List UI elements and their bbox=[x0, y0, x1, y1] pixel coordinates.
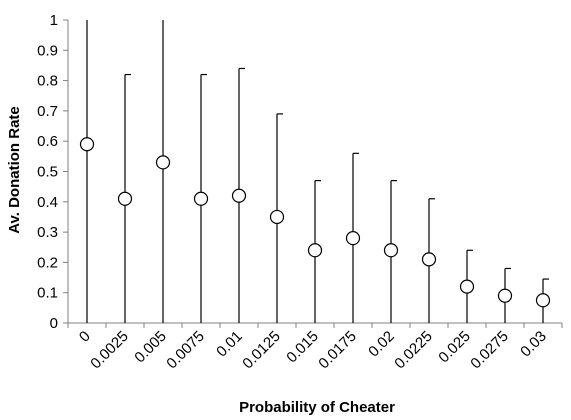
data-point bbox=[79, 137, 95, 152]
x-tick-label: 0 bbox=[76, 328, 94, 346]
x-tick-label: 0.0125 bbox=[239, 328, 283, 372]
x-axis-title: Probability of Cheater bbox=[239, 399, 395, 416]
data-point bbox=[383, 243, 399, 258]
y-tick-label: 1 bbox=[50, 12, 58, 29]
data-point bbox=[497, 288, 513, 303]
data-point bbox=[459, 279, 475, 294]
data-point bbox=[155, 155, 171, 170]
y-tick-label: 0 bbox=[50, 315, 58, 332]
error-bars bbox=[86, 20, 549, 323]
data-point bbox=[535, 293, 551, 308]
data-point bbox=[231, 188, 247, 203]
x-tick-label: 0.0025 bbox=[87, 328, 131, 372]
y-tick-label: 0.8 bbox=[37, 73, 58, 90]
x-tick-label: 0.0175 bbox=[315, 328, 359, 372]
data-point bbox=[193, 191, 209, 206]
x-tick-label: 0.0075 bbox=[163, 328, 207, 372]
y-tick-label: 0.5 bbox=[37, 164, 58, 181]
x-tick-label: 0.0225 bbox=[391, 328, 435, 372]
y-tick-label: 0.2 bbox=[37, 254, 58, 271]
x-tick-label: 0.03 bbox=[517, 328, 550, 361]
y-tick-label: 0.3 bbox=[37, 224, 58, 241]
data-points bbox=[79, 137, 551, 308]
y-tick-label: 0.1 bbox=[37, 285, 58, 302]
data-point bbox=[117, 191, 133, 206]
x-tick-label: 0.01 bbox=[213, 328, 246, 361]
data-point bbox=[269, 209, 285, 225]
y-tick-label: 0.7 bbox=[37, 103, 58, 120]
data-point bbox=[421, 252, 437, 267]
y-tick-label: 0.6 bbox=[37, 133, 58, 150]
y-axis-title: Av. Donation Rate bbox=[6, 106, 23, 234]
data-point bbox=[345, 231, 361, 246]
y-tick-label: 0.4 bbox=[37, 194, 58, 211]
y-axis: 0 0.1 0.2 0.3 0.4 0.5 0.6 0.7 0.8 0.9 1 bbox=[37, 12, 69, 332]
x-tick-label: 0.0275 bbox=[467, 328, 511, 372]
data-point bbox=[307, 243, 323, 258]
x-tick-label: 0.02 bbox=[365, 328, 398, 361]
y-tick-label: 0.9 bbox=[37, 42, 58, 59]
